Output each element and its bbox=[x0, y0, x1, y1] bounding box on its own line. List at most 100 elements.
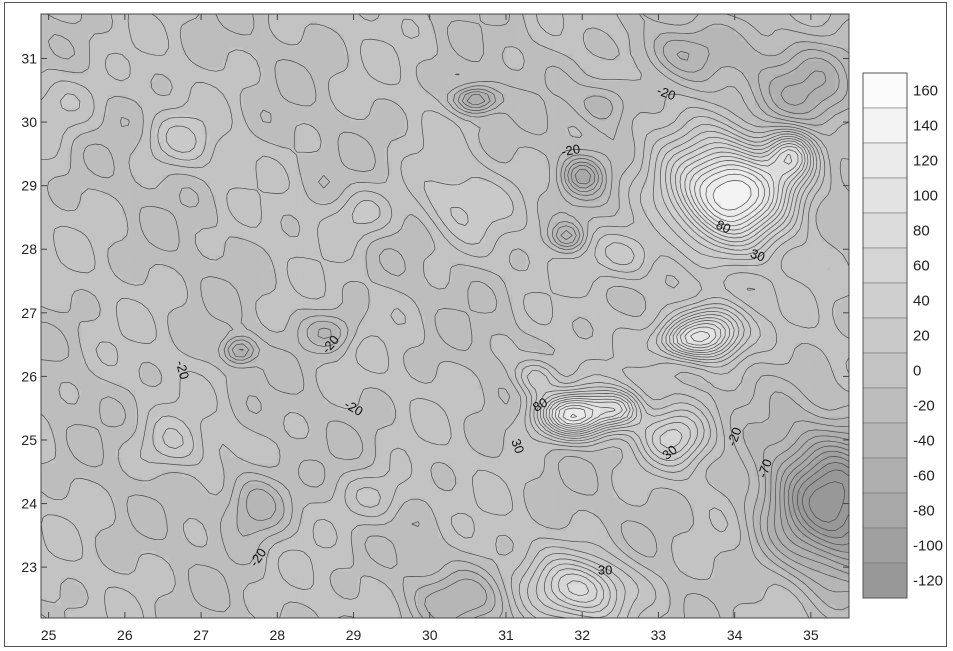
field-cell bbox=[654, 215, 661, 222]
field-cell bbox=[829, 14, 836, 21]
field-cell bbox=[553, 242, 560, 249]
field-cell bbox=[580, 121, 587, 128]
field-cell bbox=[75, 54, 82, 61]
field-cell bbox=[155, 276, 162, 283]
field-cell bbox=[836, 229, 843, 236]
field-cell bbox=[297, 256, 304, 263]
field-cell bbox=[324, 148, 331, 155]
field-cell bbox=[432, 128, 439, 135]
field-cell bbox=[310, 249, 317, 256]
field-cell bbox=[607, 175, 614, 182]
field-cell bbox=[526, 182, 533, 189]
field-cell bbox=[250, 68, 257, 75]
field-cell bbox=[721, 74, 728, 81]
field-cell bbox=[189, 168, 196, 175]
field-cell bbox=[142, 202, 149, 209]
field-cell bbox=[458, 242, 465, 249]
field-cell bbox=[344, 269, 351, 276]
field-cell bbox=[344, 81, 351, 88]
field-cell bbox=[445, 195, 452, 202]
field-cell bbox=[479, 68, 486, 75]
field-cell bbox=[546, 101, 553, 108]
field-cell bbox=[378, 289, 385, 296]
field-cell bbox=[620, 108, 627, 115]
field-cell bbox=[129, 215, 136, 222]
field-cell bbox=[54, 162, 61, 169]
field-cell bbox=[378, 108, 385, 115]
field-cell bbox=[714, 168, 721, 175]
field-cell bbox=[795, 269, 802, 276]
field-cell bbox=[553, 148, 560, 155]
field-cell bbox=[115, 34, 122, 41]
field-cell bbox=[149, 282, 156, 289]
field-cell bbox=[640, 235, 647, 242]
field-cell bbox=[761, 188, 768, 195]
field-cell bbox=[411, 121, 418, 128]
field-cell bbox=[203, 256, 210, 263]
field-cell bbox=[452, 202, 459, 209]
field-cell bbox=[418, 41, 425, 48]
field-cell bbox=[122, 162, 129, 169]
field-cell bbox=[620, 182, 627, 189]
field-cell bbox=[573, 95, 580, 102]
field-cell bbox=[755, 142, 762, 149]
field-cell bbox=[795, 54, 802, 61]
field-cell bbox=[600, 61, 607, 68]
field-cell bbox=[425, 81, 432, 88]
field-cell bbox=[364, 41, 371, 48]
field-cell bbox=[499, 74, 506, 81]
field-cell bbox=[297, 95, 304, 102]
field-cell bbox=[479, 222, 486, 229]
field-cell bbox=[351, 61, 358, 68]
field-cell bbox=[438, 121, 445, 128]
field-cell bbox=[41, 249, 48, 256]
field-cell bbox=[108, 182, 115, 189]
field-cell bbox=[54, 168, 61, 175]
field-cell bbox=[708, 14, 715, 21]
field-cell bbox=[465, 128, 472, 135]
field-cell bbox=[714, 81, 721, 88]
field-cell bbox=[432, 262, 439, 269]
field-cell bbox=[135, 269, 142, 276]
field-cell bbox=[492, 61, 499, 68]
field-cell bbox=[465, 61, 472, 68]
field-cell bbox=[337, 61, 344, 68]
field-cell bbox=[721, 34, 728, 41]
field-cell bbox=[573, 209, 580, 216]
field-cell bbox=[465, 135, 472, 142]
field-cell bbox=[344, 155, 351, 162]
field-cell bbox=[290, 68, 297, 75]
field-cell bbox=[553, 128, 560, 135]
field-cell bbox=[230, 88, 237, 95]
field-cell bbox=[755, 215, 762, 222]
field-cell bbox=[775, 168, 782, 175]
field-cell bbox=[149, 229, 156, 236]
field-cell bbox=[432, 115, 439, 122]
field-cell bbox=[378, 142, 385, 149]
field-cell bbox=[438, 108, 445, 115]
field-cell bbox=[324, 54, 331, 61]
field-cell bbox=[304, 215, 311, 222]
field-cell bbox=[223, 242, 230, 249]
field-cell bbox=[499, 262, 506, 269]
field-cell bbox=[506, 115, 513, 122]
field-cell bbox=[681, 101, 688, 108]
field-cell bbox=[445, 95, 452, 102]
field-cell bbox=[310, 215, 317, 222]
field-cell bbox=[586, 276, 593, 283]
field-cell bbox=[432, 88, 439, 95]
field-cell bbox=[681, 162, 688, 169]
field-cell bbox=[728, 74, 735, 81]
field-cell bbox=[196, 108, 203, 115]
field-cell bbox=[593, 282, 600, 289]
field-cell bbox=[277, 142, 284, 149]
field-cell bbox=[788, 215, 795, 222]
field-cell bbox=[553, 289, 560, 296]
field-cell bbox=[324, 121, 331, 128]
field-cell bbox=[566, 68, 573, 75]
field-cell bbox=[129, 54, 136, 61]
field-cell bbox=[634, 135, 641, 142]
field-cell bbox=[620, 95, 627, 102]
field-cell bbox=[270, 195, 277, 202]
field-cell bbox=[41, 175, 48, 182]
